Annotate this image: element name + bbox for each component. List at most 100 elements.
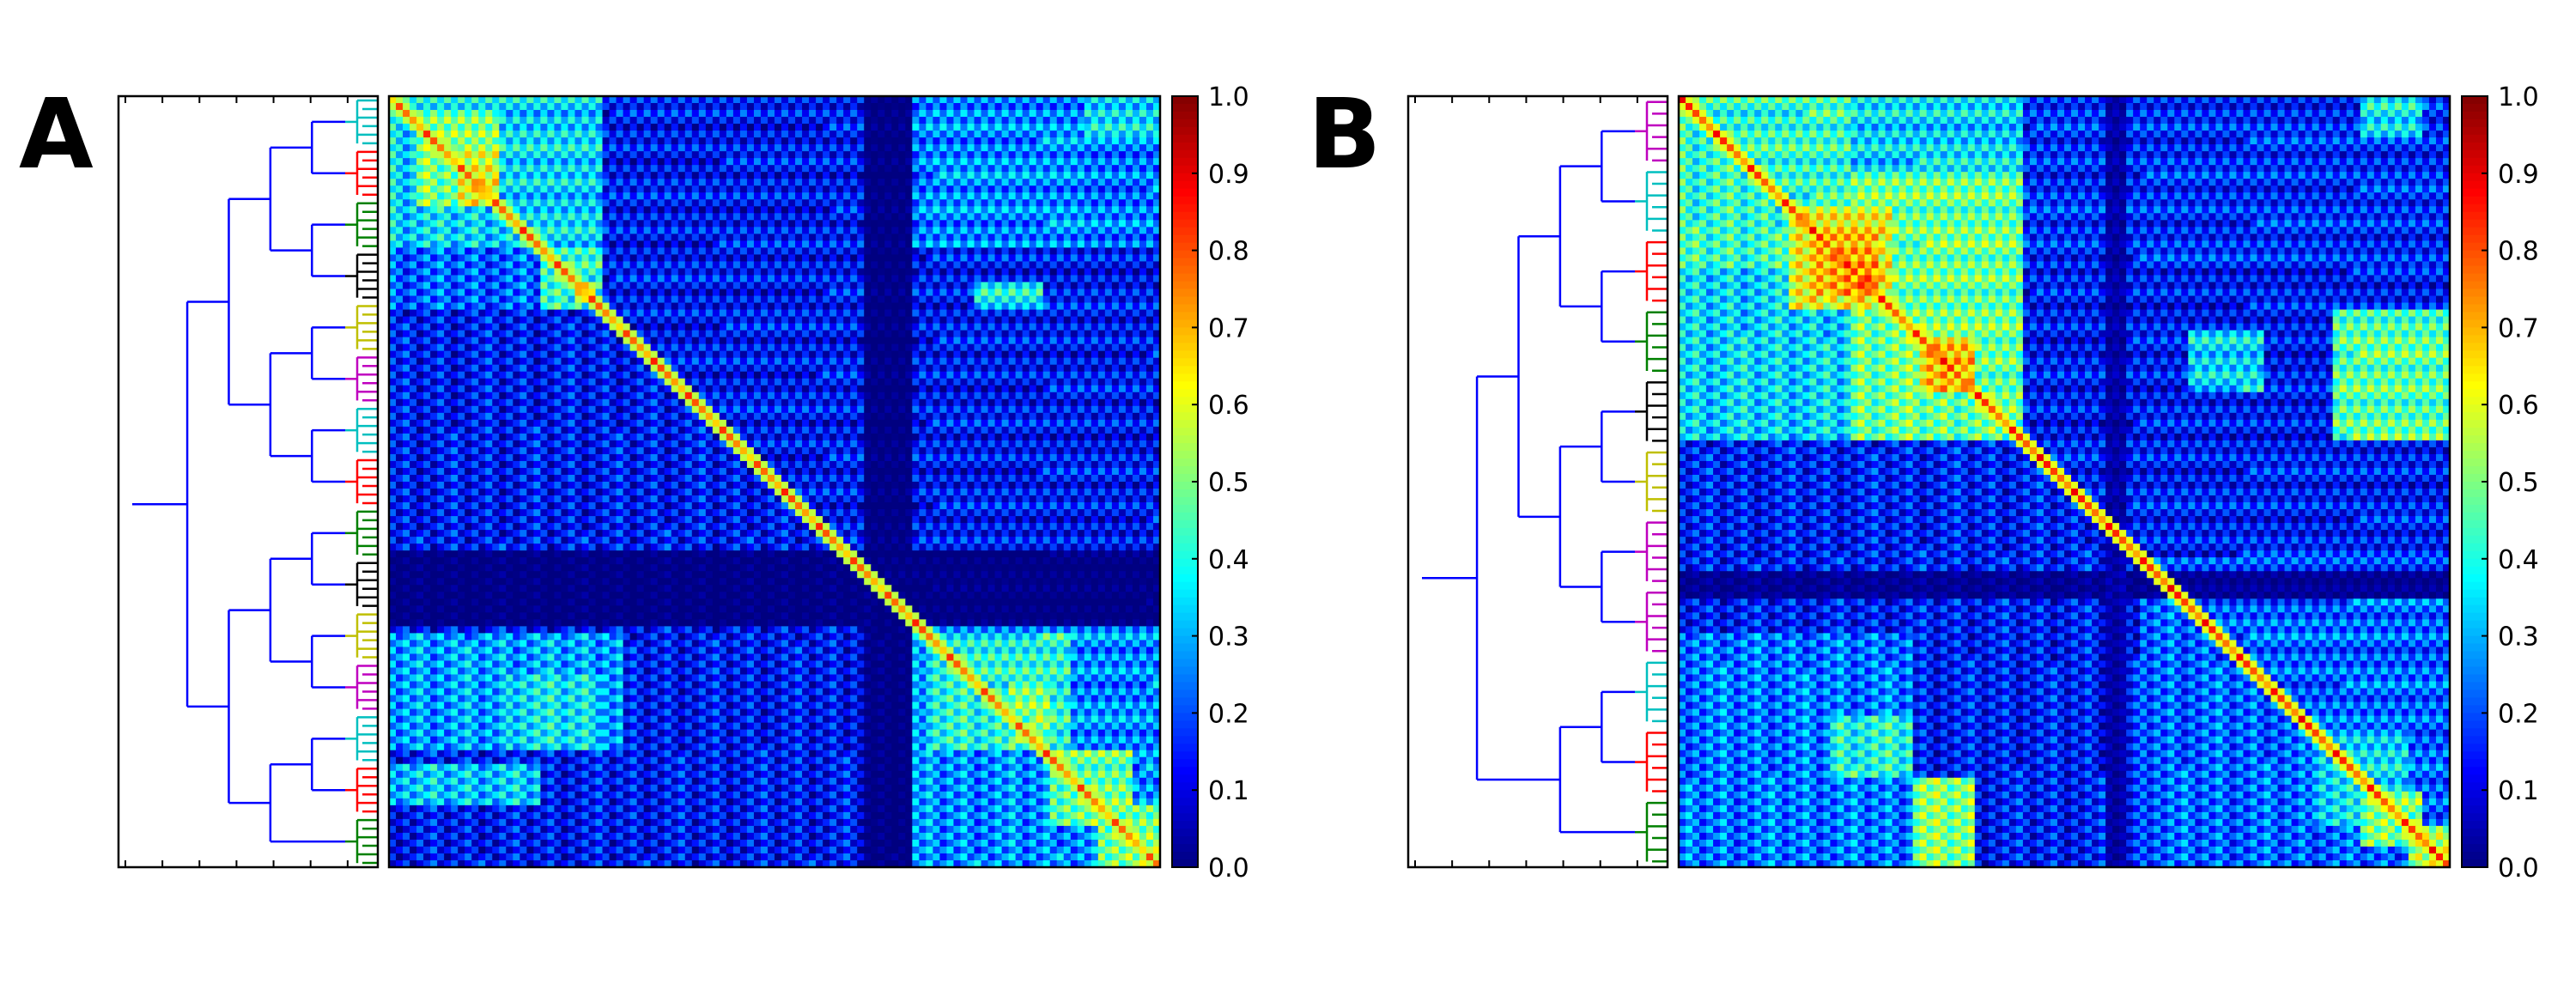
heatmap-cell bbox=[871, 337, 878, 345]
heatmap-cell bbox=[781, 185, 789, 193]
heatmap-cell bbox=[1015, 357, 1024, 366]
heatmap-cell bbox=[871, 103, 878, 111]
heatmap-cell bbox=[994, 185, 1003, 193]
heatmap-cell bbox=[1077, 330, 1085, 338]
heatmap-cell bbox=[933, 124, 941, 131]
heatmap-cell bbox=[788, 240, 796, 248]
heatmap-cell bbox=[623, 220, 631, 228]
heatmap-cell bbox=[912, 364, 920, 373]
heatmap-cell bbox=[1049, 350, 1058, 359]
heatmap-cell bbox=[396, 185, 404, 193]
heatmap-cell bbox=[602, 137, 611, 145]
heatmap-cell bbox=[753, 350, 762, 359]
heatmap-cell bbox=[746, 254, 755, 263]
heatmap-cell bbox=[1097, 234, 1106, 241]
heatmap-cell bbox=[581, 96, 590, 104]
heatmap-cell bbox=[843, 117, 851, 124]
heatmap-cell bbox=[746, 124, 755, 131]
heatmap-cell bbox=[478, 110, 486, 118]
heatmap-cell bbox=[389, 385, 397, 393]
heatmap-cell bbox=[1001, 117, 1010, 124]
heatmap-cell bbox=[1056, 131, 1065, 138]
heatmap-cell bbox=[732, 295, 741, 304]
heatmap-cell bbox=[513, 275, 520, 283]
heatmap-cell bbox=[739, 378, 748, 386]
heatmap-cell bbox=[519, 337, 527, 345]
heatmap-cell bbox=[389, 254, 397, 263]
heatmap-cell bbox=[775, 144, 782, 152]
heatmap-cell bbox=[609, 385, 617, 393]
heatmap-cell bbox=[1036, 350, 1044, 359]
heatmap-cell bbox=[540, 261, 549, 270]
heatmap-cell bbox=[451, 192, 459, 200]
heatmap-cell bbox=[458, 110, 465, 118]
heatmap-cell bbox=[609, 378, 617, 386]
heatmap-cell bbox=[526, 247, 534, 256]
heatmap-cell bbox=[568, 117, 576, 124]
heatmap-cell bbox=[836, 302, 844, 311]
heatmap-cell bbox=[1139, 385, 1147, 393]
heatmap-cell bbox=[732, 172, 741, 179]
heatmap-cell bbox=[1070, 117, 1078, 124]
heatmap-cell bbox=[636, 199, 645, 207]
heatmap-cell bbox=[506, 378, 513, 386]
heatmap-cell bbox=[513, 240, 520, 248]
heatmap-cell bbox=[939, 261, 948, 270]
heatmap-cell bbox=[1097, 240, 1106, 248]
heatmap-cell bbox=[829, 261, 837, 270]
heatmap-cell bbox=[643, 185, 652, 193]
heatmap-cell bbox=[657, 213, 665, 221]
heatmap-cell bbox=[1070, 364, 1078, 373]
heatmap-cell bbox=[561, 282, 569, 290]
heatmap-cell bbox=[705, 165, 714, 173]
heatmap-cell bbox=[588, 151, 597, 159]
heatmap-cell bbox=[478, 206, 486, 214]
heatmap-cell bbox=[561, 96, 569, 104]
heatmap-cell bbox=[933, 288, 941, 297]
heatmap-cell bbox=[437, 117, 445, 124]
heatmap-cell bbox=[795, 110, 803, 118]
heatmap-cell bbox=[719, 364, 727, 373]
heatmap-cell bbox=[767, 117, 775, 124]
heatmap-cell bbox=[519, 295, 527, 304]
heatmap-cell bbox=[465, 357, 472, 366]
heatmap-cell bbox=[540, 131, 549, 138]
heatmap-cell bbox=[1145, 124, 1154, 131]
heatmap-cell bbox=[540, 96, 549, 104]
heatmap-cell bbox=[878, 110, 885, 118]
heatmap-cell bbox=[732, 261, 741, 270]
heatmap-cell bbox=[499, 288, 507, 297]
heatmap-cell bbox=[410, 144, 417, 152]
heatmap-cell bbox=[1152, 117, 1161, 124]
heatmap-cell bbox=[1042, 288, 1051, 297]
heatmap-cell bbox=[898, 302, 906, 311]
heatmap-cell bbox=[1036, 199, 1044, 207]
heatmap-cell bbox=[643, 357, 652, 366]
heatmap-cell bbox=[809, 151, 817, 159]
heatmap-cell bbox=[912, 137, 920, 145]
heatmap-cell bbox=[403, 302, 410, 311]
heatmap-cell bbox=[396, 364, 404, 373]
heatmap-cell bbox=[775, 110, 782, 118]
heatmap-cell bbox=[1042, 96, 1051, 104]
heatmap-cell bbox=[981, 117, 989, 124]
heatmap-cell bbox=[1104, 378, 1113, 386]
heatmap-cell bbox=[974, 185, 982, 193]
heatmap-cell bbox=[719, 268, 727, 276]
heatmap-cell bbox=[664, 165, 672, 173]
heatmap-cell bbox=[1132, 137, 1140, 145]
heatmap-cell bbox=[540, 117, 549, 124]
heatmap-cell bbox=[739, 158, 748, 166]
heatmap-cell bbox=[664, 295, 672, 304]
heatmap-cell bbox=[994, 151, 1003, 159]
heatmap-cell bbox=[458, 227, 465, 234]
heatmap-cell bbox=[691, 247, 700, 256]
heatmap-cell bbox=[506, 309, 513, 318]
heatmap-cell bbox=[884, 234, 892, 241]
heatmap-cell bbox=[1091, 179, 1099, 186]
heatmap-cell bbox=[629, 110, 638, 118]
heatmap-cell bbox=[1111, 337, 1120, 345]
heatmap-cell bbox=[616, 227, 624, 234]
heatmap-cell bbox=[416, 110, 424, 118]
heatmap-cell bbox=[677, 110, 686, 118]
